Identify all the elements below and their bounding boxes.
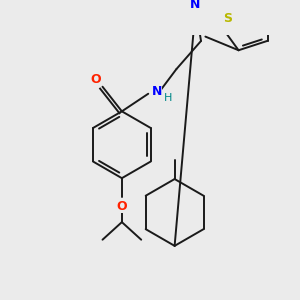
Text: H: H: [164, 93, 172, 103]
Text: S: S: [223, 12, 232, 25]
Text: O: O: [90, 73, 101, 86]
Text: N: N: [152, 85, 162, 98]
Text: N: N: [190, 0, 200, 11]
Text: O: O: [117, 200, 127, 213]
